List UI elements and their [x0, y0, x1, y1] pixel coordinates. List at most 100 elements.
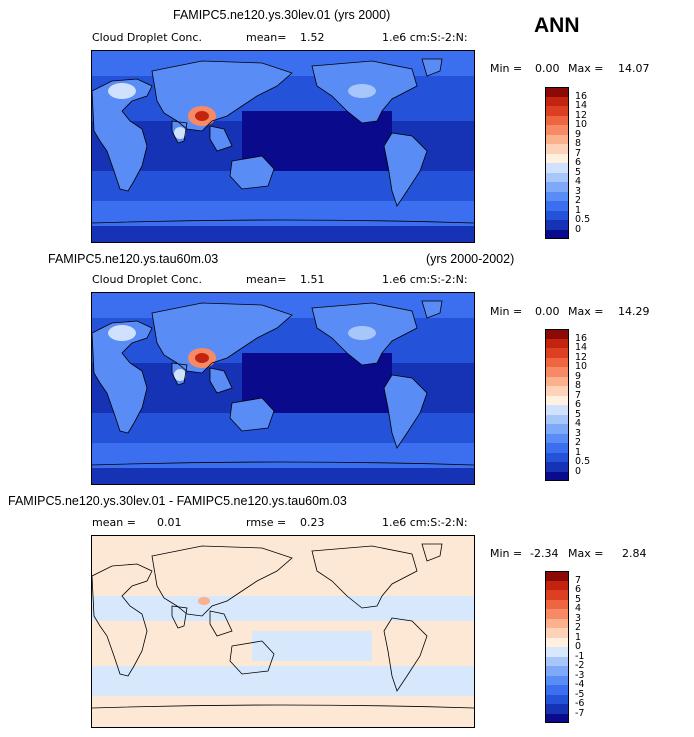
colorbar-tick-label: -3 — [575, 669, 585, 681]
panel1-max-value: 14.07 — [618, 62, 650, 75]
colorbar-tick-label: 6 — [575, 399, 582, 410]
coastline — [421, 300, 443, 319]
panel1-title: FAMIPC5.ne120.ys.30lev.01 (yrs 2000) — [173, 8, 391, 22]
colorbar-tick-label: 0.5 — [575, 214, 591, 225]
colorbar-tick-label: 8 — [575, 380, 582, 391]
colorbar-tick-label: 9 — [575, 370, 582, 382]
coastline — [311, 302, 418, 366]
coastline — [229, 155, 275, 190]
panel2-mean-label: mean= — [246, 273, 287, 286]
hotspot-india — [174, 127, 186, 139]
hotspot-europe — [108, 325, 136, 341]
colorbar-tick-label: 7 — [575, 147, 582, 159]
colorbar-tick-label: 3 — [575, 612, 582, 624]
colorbar-tick-label: 12 — [575, 109, 588, 121]
coastline — [209, 125, 233, 152]
diff-hotspot — [198, 597, 210, 605]
land-field — [384, 375, 427, 448]
panel3-max-value: 2.84 — [622, 547, 647, 560]
land-field — [210, 368, 232, 393]
panel1-map — [91, 50, 475, 243]
colorbar-tick-label: -2 — [575, 660, 585, 671]
coastline — [209, 610, 233, 637]
colorbar-tick-label: 0 — [575, 641, 582, 652]
colorbar-tick-label: 5 — [575, 408, 582, 420]
colorbar-tick-label: 3 — [575, 427, 582, 439]
colorbar-tick-label: 8 — [575, 138, 582, 149]
colorbar-tick-label: 2 — [575, 622, 582, 633]
land-field — [230, 398, 274, 431]
panel2-mean-value: 1.51 — [300, 273, 325, 286]
coastline — [151, 302, 293, 374]
land-field — [92, 226, 474, 242]
coastline-antarctica — [92, 704, 474, 709]
map-diff-band — [92, 596, 474, 621]
colorbar-tick-label: 16 — [575, 332, 588, 344]
colorbar-tick-label: 14 — [575, 100, 588, 111]
colorbar-tick-label: 4 — [575, 603, 582, 614]
panel1-mean-label: mean= — [246, 31, 287, 44]
land-field — [230, 156, 274, 189]
coastline — [92, 78, 153, 192]
coastline — [171, 605, 188, 629]
colorbar-tick-label: 5 — [575, 166, 582, 178]
colorbar-tick-label: 10 — [575, 119, 588, 130]
coastline — [171, 120, 188, 144]
colorbar-tick-label: 16 — [575, 90, 588, 102]
map-southern-band — [92, 201, 474, 226]
panel3-rmse-value: 0.23 — [300, 516, 325, 529]
colorbar-tick-label: 6 — [575, 157, 582, 168]
coastline — [229, 640, 275, 675]
colorbar-tick-label: -4 — [575, 679, 585, 690]
colorbar-tick-label: 14 — [575, 342, 588, 353]
panel3-rmse-label: rmse = — [246, 516, 287, 529]
land-field — [92, 79, 152, 191]
colorbar-tick-label: 3 — [575, 185, 582, 197]
panel1-mean-value: 1.52 — [300, 31, 325, 44]
colorbar-tick-label: 9 — [575, 128, 582, 140]
panel1-max-label: Max = — [568, 62, 604, 75]
panel2-map — [91, 292, 475, 485]
panel2-min-label: Min = — [490, 305, 523, 318]
panel2-min-value: 0.00 — [535, 305, 560, 318]
coastline — [421, 543, 443, 562]
colorbar-tick-label: -6 — [575, 698, 585, 709]
coastline — [311, 60, 418, 124]
colorbar-tick-label: -1 — [575, 650, 585, 662]
colorbar-tick-label: 1 — [575, 631, 582, 643]
panel2-years: (yrs 2000-2002) — [426, 252, 515, 266]
coastline — [92, 563, 153, 677]
hotspot-europe — [108, 83, 136, 99]
coastline — [92, 320, 153, 434]
colorbar-tick-label: 5 — [575, 593, 582, 605]
panel1-variable-label: Cloud Droplet Conc. — [92, 31, 202, 44]
panel3-title: FAMIPC5.ne120.ys.30lev.01 - FAMIPC5.ne12… — [8, 494, 347, 508]
colorbar-tick-label: 2 — [575, 437, 582, 448]
panel2-title: FAMIPC5.ne120.ys.tau60m.03 — [48, 252, 219, 266]
coastline — [209, 367, 233, 394]
colorbar-tick-label: 7 — [575, 389, 582, 401]
land-field — [152, 61, 292, 131]
panel3-mean-label: mean = — [92, 516, 136, 529]
coastline — [383, 132, 428, 207]
land-field — [384, 133, 427, 206]
colorbar-tick-label: 10 — [575, 361, 588, 372]
panel3-map — [91, 535, 475, 728]
panel2-max-value: 14.29 — [618, 305, 650, 318]
colorbar-tick-label: 4 — [575, 176, 582, 187]
hotspot-east-asia-core — [195, 111, 209, 121]
colorbar-tick-label: -7 — [575, 707, 585, 719]
land-field — [210, 126, 232, 151]
coastline — [383, 374, 428, 449]
colorbar-tick-label: 12 — [575, 351, 588, 363]
panel2-units: 1.e6 cm:S:-2:N: — [382, 273, 468, 286]
map-diff-band — [92, 666, 474, 696]
colorbar-tick-label: 6 — [575, 584, 582, 595]
panel3-max-label: Max = — [568, 547, 604, 560]
panel2-max-label: Max = — [568, 305, 604, 318]
hotspot-india — [174, 369, 186, 381]
panel3-units: 1.e6 cm:S:-2:N: — [382, 516, 468, 529]
colorbar-frame — [545, 571, 569, 723]
hotspot-east-asia-core — [195, 353, 209, 363]
map-southern-band — [92, 443, 474, 468]
